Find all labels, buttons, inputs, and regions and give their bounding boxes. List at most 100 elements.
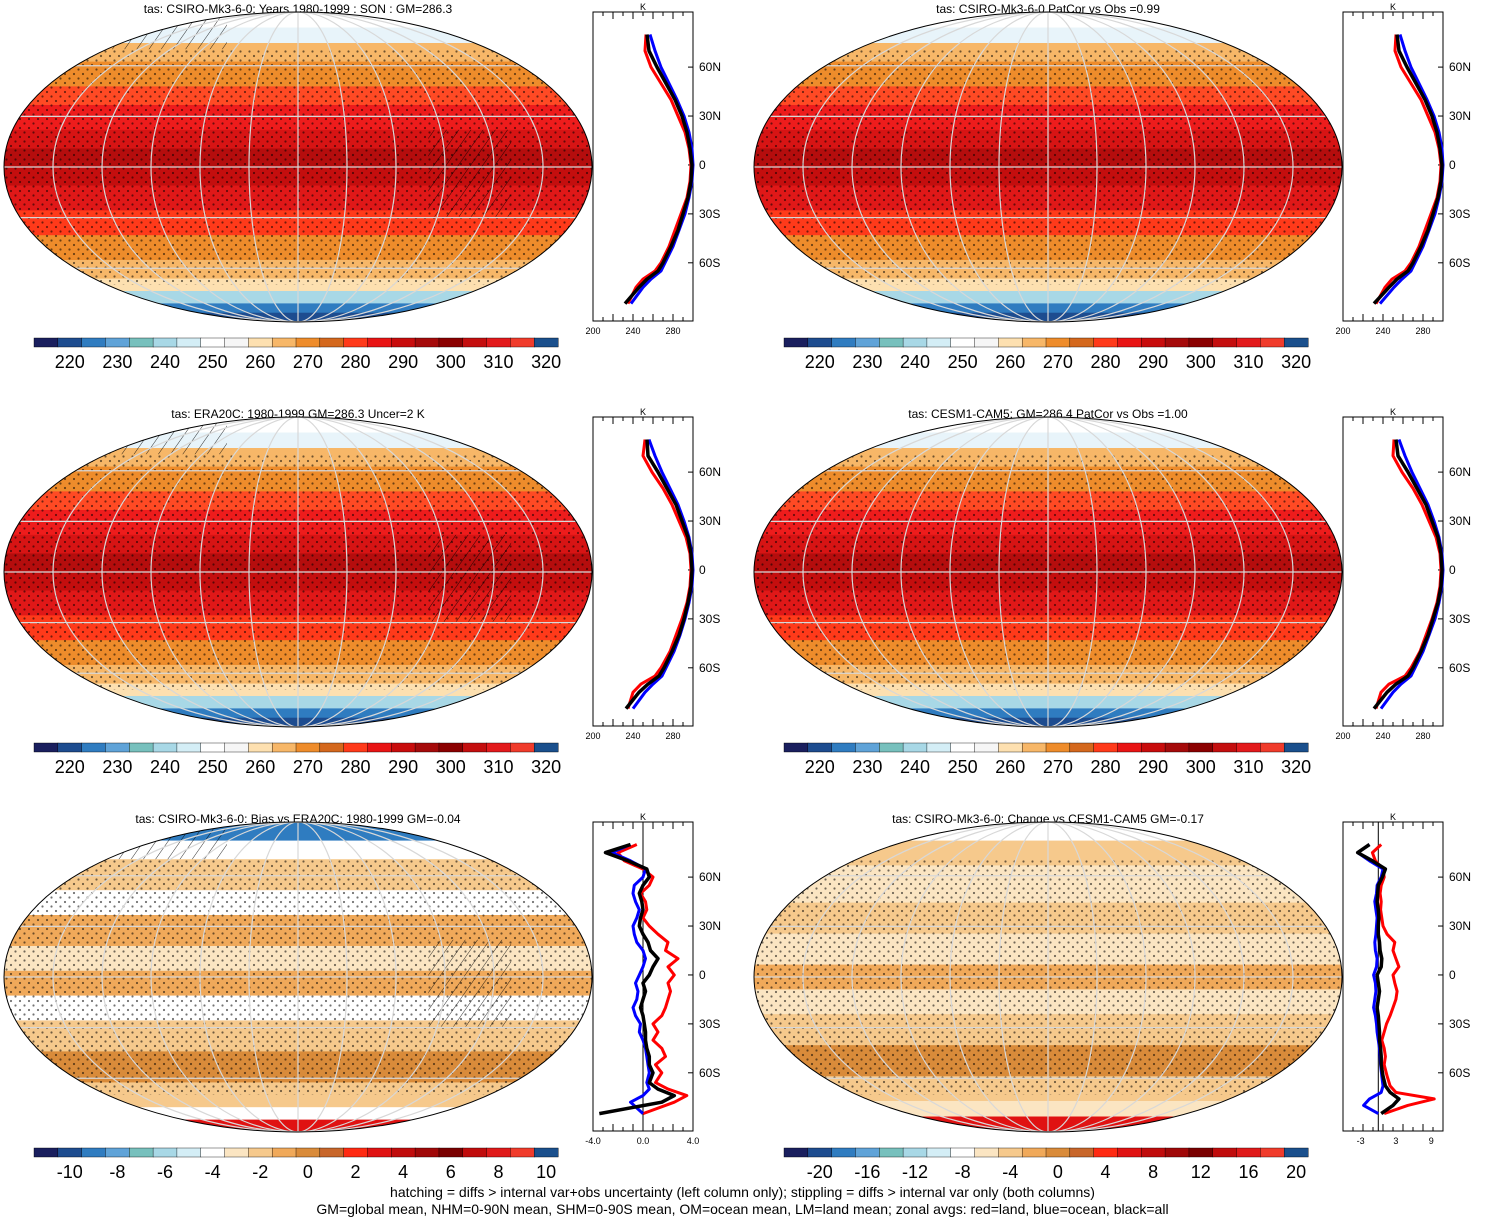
lat-label: 30N xyxy=(1449,109,1471,123)
footer-line-2: GM=global mean, NHM=0-90N mean, SHM=0-90… xyxy=(316,1201,1169,1217)
colorbar-swatch xyxy=(367,1147,392,1158)
colorbar-swatch xyxy=(926,1147,952,1158)
colorbar-swatch xyxy=(224,742,249,753)
panel-title: tas: CSIRO-Mk3-6-0 PatCor vs Obs =0.99 xyxy=(936,2,1160,16)
colorbar-swatch xyxy=(200,742,226,753)
colorbar-swatch xyxy=(1117,1147,1142,1158)
colorbar-swatch xyxy=(1164,742,1190,753)
zonal-x-label: 200 xyxy=(1335,731,1350,741)
zonal-x-label: 3 xyxy=(1393,1136,1398,1146)
colorbar-swatch xyxy=(319,1147,345,1158)
series-line-all xyxy=(1372,439,1444,710)
colorbar-label: 4 xyxy=(1101,1162,1111,1182)
colorbar-swatch xyxy=(1093,1147,1118,1158)
lat-label: 60N xyxy=(1449,465,1471,479)
series-line-land xyxy=(1374,439,1443,710)
panel-title: tas: CESM1-CAM5: GM=286.4 PatCor vs Obs … xyxy=(908,407,1188,421)
colorbar-swatch xyxy=(879,1147,904,1158)
colorbar-label: 280 xyxy=(1091,352,1121,372)
colorbar-swatch xyxy=(105,337,130,348)
lat-label: 30N xyxy=(1449,514,1471,528)
colorbar-label: 6 xyxy=(446,1162,456,1182)
colorbar-swatch xyxy=(224,337,249,348)
lat-label: 30N xyxy=(1449,919,1471,933)
colorbar-swatch xyxy=(1260,337,1285,348)
series-line-all xyxy=(624,439,694,710)
colorbar-swatch xyxy=(295,742,321,753)
colorbar-swatch xyxy=(33,1147,59,1158)
colorbar-swatch xyxy=(1045,337,1071,348)
colorbar-swatch xyxy=(33,337,59,348)
colorbar-swatch xyxy=(81,742,106,753)
colorbar-swatch xyxy=(1141,337,1166,348)
colorbar-label: 290 xyxy=(388,352,418,372)
zonal-mean-plot: K 60N 30N 0 30S 60S -4.0 0.0 4.0 xyxy=(585,812,721,1146)
colorbar-label: 320 xyxy=(1281,352,1311,372)
series-line-land xyxy=(616,843,689,1116)
colorbar-swatch xyxy=(1045,1147,1071,1158)
colorbar-swatch xyxy=(176,1147,202,1158)
colorbar-swatch xyxy=(1141,1147,1166,1158)
footer-line-1: hatching = diffs > internal var+obs unce… xyxy=(390,1184,1095,1200)
map-outline xyxy=(3,11,593,323)
zonal-x-label: 240 xyxy=(625,326,640,336)
colorbar-swatch xyxy=(33,742,59,753)
colorbar-swatch xyxy=(200,1147,226,1158)
panel-title: tas: CSIRO-Mk3-6-0: Change vs CESM1-CAM5… xyxy=(892,812,1204,826)
colorbar-swatch xyxy=(1283,1147,1309,1158)
colorbar-label: 240 xyxy=(150,757,180,777)
colorbar-swatch xyxy=(902,1147,928,1158)
lat-label: 60N xyxy=(1449,870,1471,884)
zonal-x-label: 200 xyxy=(585,731,600,741)
units-label: K xyxy=(640,2,646,12)
lat-label: 60N xyxy=(1449,60,1471,74)
zonal-frame xyxy=(1342,11,1444,322)
colorbar-swatch xyxy=(271,337,297,348)
colorbar-label: -8 xyxy=(109,1162,125,1182)
colorbar-swatch xyxy=(1236,1147,1261,1158)
colorbar-swatch xyxy=(152,337,178,348)
colorbar-label: 290 xyxy=(1138,352,1168,372)
colorbar-swatch xyxy=(391,742,416,753)
lat-label: 60S xyxy=(1449,661,1470,675)
colorbar-label: 290 xyxy=(388,757,418,777)
panel-2: tas: CSIRO-Mk3-6-0 PatCor vs Obs =0.99 22… xyxy=(753,2,1471,372)
colorbar-label: 260 xyxy=(245,352,275,372)
lat-label: 30S xyxy=(699,1017,720,1031)
colorbar-swatch xyxy=(391,337,416,348)
colorbar-swatch xyxy=(414,742,440,753)
lat-label: 0 xyxy=(699,968,706,982)
hatching-overlay xyxy=(428,939,512,1027)
colorbar-label: 270 xyxy=(293,757,323,777)
colorbar-label: 270 xyxy=(1043,757,1073,777)
colorbar-swatch xyxy=(533,742,559,753)
zonal-x-label: -3 xyxy=(1357,1136,1365,1146)
colorbar-label: 0 xyxy=(303,1162,313,1182)
colorbar-swatch xyxy=(200,337,226,348)
colorbar-label: 240 xyxy=(150,352,180,372)
colorbar-swatch xyxy=(855,742,880,753)
colorbar-label: 280 xyxy=(341,757,371,777)
colorbar-label: 10 xyxy=(536,1162,556,1182)
lat-label: 60S xyxy=(1449,256,1470,270)
colorbar-swatch xyxy=(105,742,130,753)
colorbar: 220 230 240 250 260 270 280 290 300 310 320 xyxy=(783,337,1311,372)
zonal-mean-plot: K 60N 30N 0 30S 60S 200 240 280 xyxy=(585,2,721,336)
colorbar: 220 230 240 250 260 270 280 290 300 310 320 xyxy=(33,742,561,777)
colorbar-swatch xyxy=(879,337,904,348)
colorbar-swatch xyxy=(831,1147,856,1158)
colorbar-swatch xyxy=(831,742,856,753)
colorbar-swatch xyxy=(486,1147,511,1158)
colorbar-swatch xyxy=(1117,742,1142,753)
colorbar-swatch xyxy=(248,337,273,348)
colorbar-swatch xyxy=(926,337,952,348)
colorbar-swatch xyxy=(879,742,904,753)
colorbar-swatch xyxy=(1212,1147,1238,1158)
lat-label: 30S xyxy=(699,612,720,626)
colorbar-label: 260 xyxy=(995,757,1025,777)
colorbar-label: -8 xyxy=(955,1162,971,1182)
colorbar-label: 250 xyxy=(948,352,978,372)
colorbar-swatch xyxy=(1188,1147,1214,1158)
colorbar-swatch xyxy=(343,337,368,348)
